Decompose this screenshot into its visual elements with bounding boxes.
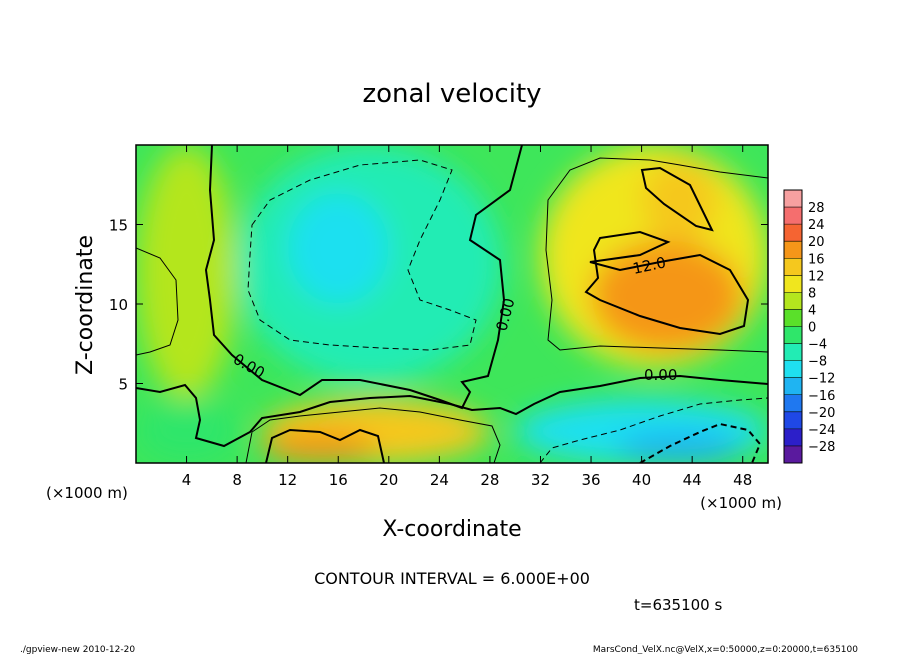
field-region-upper-right-lobe [641, 160, 718, 241]
colorbar-label: 8 [808, 286, 816, 301]
colorbar-swatch [784, 360, 802, 378]
y-tick-label: 5 [118, 376, 128, 394]
colorbar-label: 0 [808, 321, 816, 336]
colorbar-swatch [784, 326, 802, 344]
contour-upper-right-lobe [640, 166, 714, 232]
x-tick-label: 32 [531, 471, 550, 489]
x-axis: 4 8 12 16 20 24 28 32 36 40 44 48 [182, 145, 752, 489]
x-unit-label: (×1000 m) [700, 494, 782, 512]
colorbar-label: −8 [808, 355, 827, 370]
contour-zero-southwest [136, 374, 768, 448]
contour-pos-east [545, 157, 768, 353]
contour-neg-east-bottom [539, 397, 768, 463]
colorbar-swatch [784, 411, 802, 429]
time-text: t=635100 s [634, 596, 722, 614]
x-tick-label: 44 [683, 471, 702, 489]
field-region-bottom-max [262, 431, 377, 463]
contour-interval-text: CONTOUR INTERVAL = 6.000E+00 [314, 569, 590, 588]
x-tick-label: 40 [632, 471, 651, 489]
contour-lines [136, 145, 768, 463]
contour-pos-bottom [245, 407, 501, 463]
footer-right-text: MarsCond_VelX.nc@VelX,x=0:50000,z=0:2000… [593, 645, 858, 654]
y-axis-label: Z-coordinate [73, 235, 98, 375]
contour-label-zero-east: 0.00 [644, 366, 677, 384]
colorbar-label: 4 [808, 303, 816, 318]
plot-area: 0.00 0.00 0.00 12.0 [136, 145, 768, 463]
field-region-west-bottom [136, 399, 238, 463]
colorbar-label: −20 [808, 406, 835, 421]
colorbar-label: −16 [808, 389, 835, 404]
x-tick-label: 16 [329, 471, 348, 489]
contour-neg-east-bottom-2 [639, 422, 762, 463]
x-tick-label: 20 [379, 471, 398, 489]
y-tick-label: 10 [109, 296, 128, 314]
x-axis-label: X-coordinate [382, 517, 521, 542]
colorbar-swatch [784, 207, 802, 225]
colorbar-swatch [784, 394, 802, 412]
colorbar-swatch [784, 428, 802, 446]
colorbar-swatch [784, 241, 802, 259]
y-tick-label: 15 [109, 217, 128, 235]
colorbar-label: −24 [808, 423, 835, 438]
colorbar-swatch [784, 309, 802, 327]
chart-title: zonal velocity [362, 79, 541, 109]
colorbar-swatch [784, 224, 802, 242]
colorbar-label: −28 [808, 440, 835, 455]
field-region-east-bottom-min [616, 431, 743, 463]
contour-neg-central [247, 159, 477, 351]
colorbar-label: −12 [808, 372, 835, 387]
y-axis: 5 10 15 [109, 217, 768, 394]
field-region-central-core-min [287, 192, 389, 304]
colorbar-swatch [784, 445, 802, 463]
x-tick-label: 12 [278, 471, 297, 489]
colorbar-label: 24 [808, 218, 825, 233]
x-tick-label: 36 [581, 471, 600, 489]
colorbar-swatch [784, 258, 802, 276]
colorbar-label: 20 [808, 235, 825, 250]
x-tick-label: 48 [733, 471, 752, 489]
contour-pos-west [136, 247, 179, 356]
colorbar-swatch [784, 275, 802, 293]
colorbar-swatch [784, 292, 802, 310]
y-unit-label: (×1000 m) [46, 484, 128, 502]
colorbar-label: 16 [808, 252, 825, 267]
colorbar-swatch [784, 377, 802, 395]
field-layer [136, 145, 768, 463]
x-tick-label: 4 [182, 471, 192, 489]
colorbar-swatch [784, 343, 802, 361]
x-tick-label: 24 [430, 471, 449, 489]
colorbar: −28 −24 −20 −16 −12 −8 −4 0 4 8 12 16 20 24 28 [783, 189, 835, 464]
x-tick-label: 28 [480, 471, 499, 489]
colorbar-label: 12 [808, 269, 825, 284]
footer-left-text: ./gpview-new 2010-12-20 [20, 645, 135, 654]
contour-zero-west [204, 145, 523, 410]
contour-bottom-max [265, 428, 385, 463]
colorbar-swatch [784, 190, 802, 208]
colorbar-label: 28 [808, 201, 825, 216]
colorbar-label: −4 [808, 338, 827, 353]
field-region-left-west [136, 145, 238, 400]
contour-twelve [584, 230, 750, 336]
x-tick-label: 8 [232, 471, 242, 489]
